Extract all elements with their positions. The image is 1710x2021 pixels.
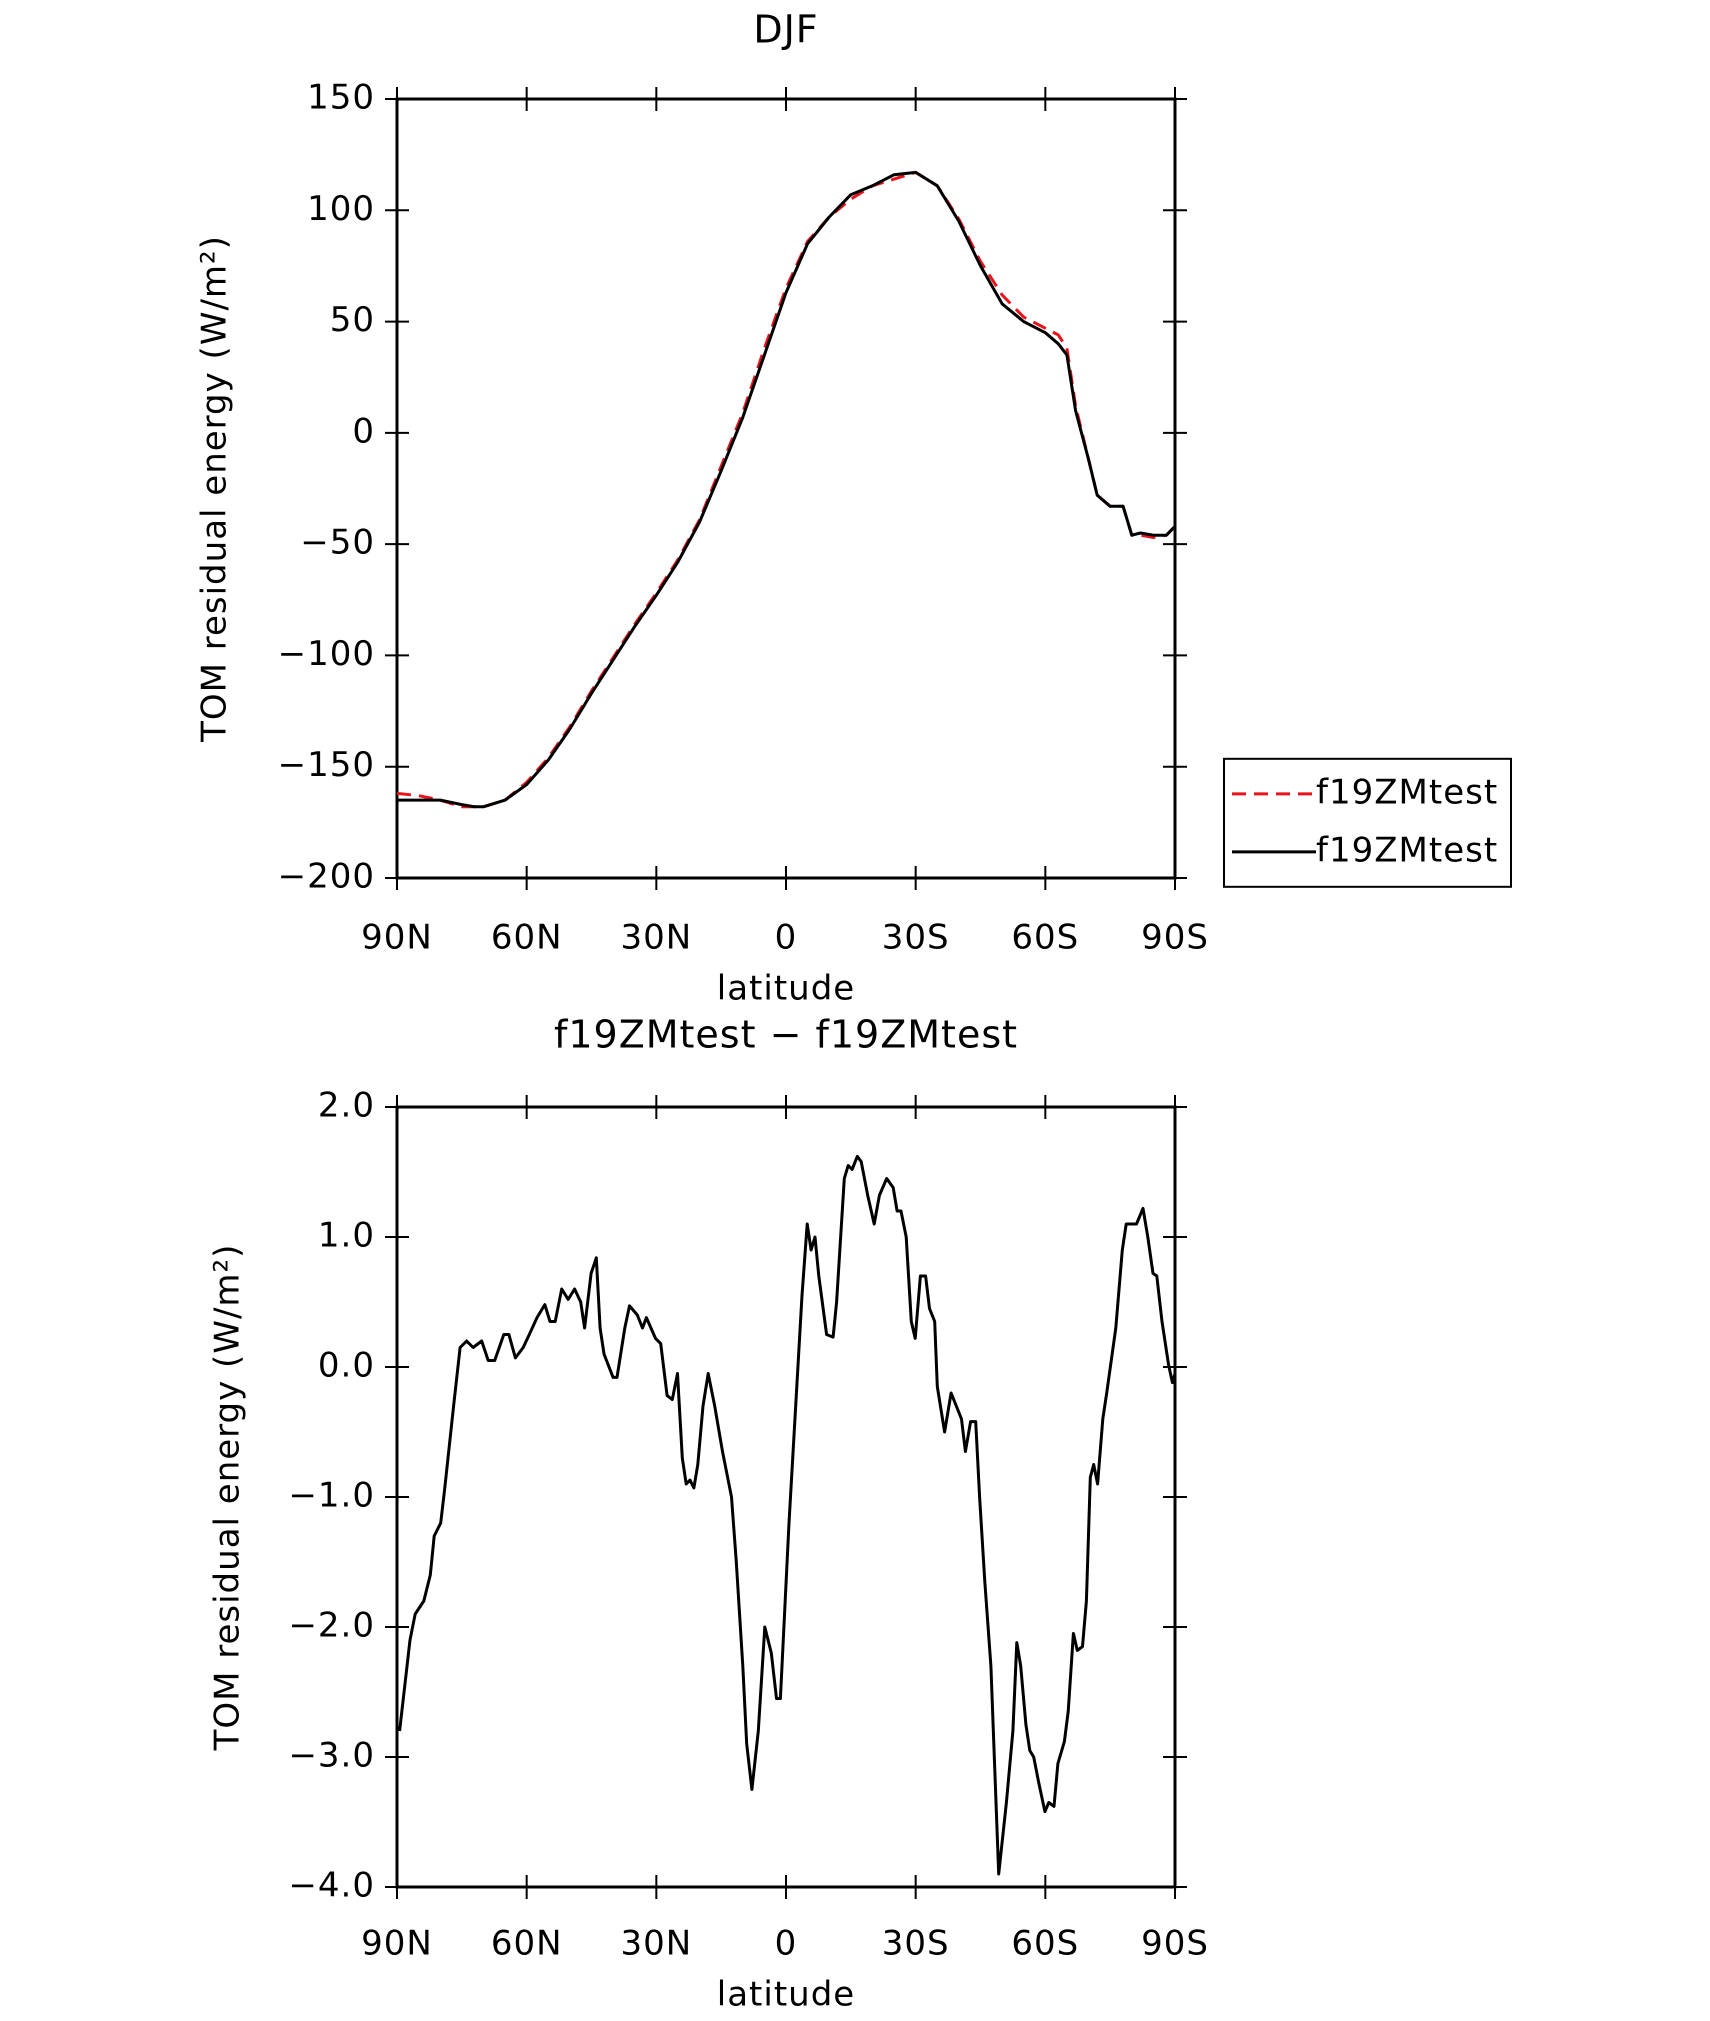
x-tick-label: 90S	[1141, 1924, 1209, 1964]
data-line	[396, 170, 1177, 809]
legend-box	[1223, 757, 1512, 888]
y-tick-label: −2.0	[288, 1606, 375, 1646]
y-tick-label: −50	[300, 523, 375, 563]
y-tick-label: −100	[278, 634, 375, 674]
data-line	[397, 170, 1177, 809]
y-tick-label: 1.0	[318, 1216, 375, 1256]
x-axis-label: latitude	[717, 1975, 855, 2015]
x-tick-label: 60N	[491, 918, 563, 958]
y-axis-label: TOM residual energy (W/m²)	[195, 235, 235, 743]
y-tick-label: −3.0	[288, 1736, 375, 1776]
x-tick-label: 30S	[882, 1924, 950, 1964]
y-tick-label: 50	[330, 300, 375, 340]
x-axis-label: latitude	[717, 969, 855, 1009]
x-tick-label: 90N	[361, 1924, 433, 1964]
x-tick-label: 60S	[1011, 1924, 1079, 1964]
chart-title: f19ZMtest − f19ZMtest	[554, 1013, 1018, 1057]
y-tick-label: −1.0	[288, 1476, 375, 1516]
x-tick-label: 30N	[620, 1924, 692, 1964]
y-tick-label: −4.0	[288, 1866, 375, 1906]
y-tick-label: 100	[307, 189, 375, 229]
legend-label: f19ZMtest	[1316, 830, 1498, 870]
y-axis-label: TOM residual energy (W/m²)	[208, 1244, 248, 1752]
x-tick-label: 0	[775, 918, 798, 958]
chart-title: DJF	[753, 8, 818, 52]
y-tick-label: 0	[352, 411, 375, 451]
data-line	[398, 1154, 1177, 1876]
x-tick-label: 0	[775, 1924, 798, 1964]
legend-label: f19ZMtest	[1316, 772, 1498, 812]
y-tick-label: −200	[278, 857, 375, 897]
x-tick-label: 60N	[491, 1924, 563, 1964]
x-tick-label: 30N	[620, 918, 692, 958]
x-tick-label: 90S	[1141, 918, 1209, 958]
x-tick-label: 30S	[882, 918, 950, 958]
y-tick-label: 0.0	[318, 1346, 375, 1386]
y-tick-label: 2.0	[318, 1086, 375, 1126]
y-tick-label: 150	[307, 78, 375, 118]
y-tick-label: −150	[278, 745, 375, 785]
x-tick-label: 60S	[1011, 918, 1079, 958]
plot-frame	[395, 97, 1177, 880]
x-tick-label: 90N	[361, 918, 433, 958]
